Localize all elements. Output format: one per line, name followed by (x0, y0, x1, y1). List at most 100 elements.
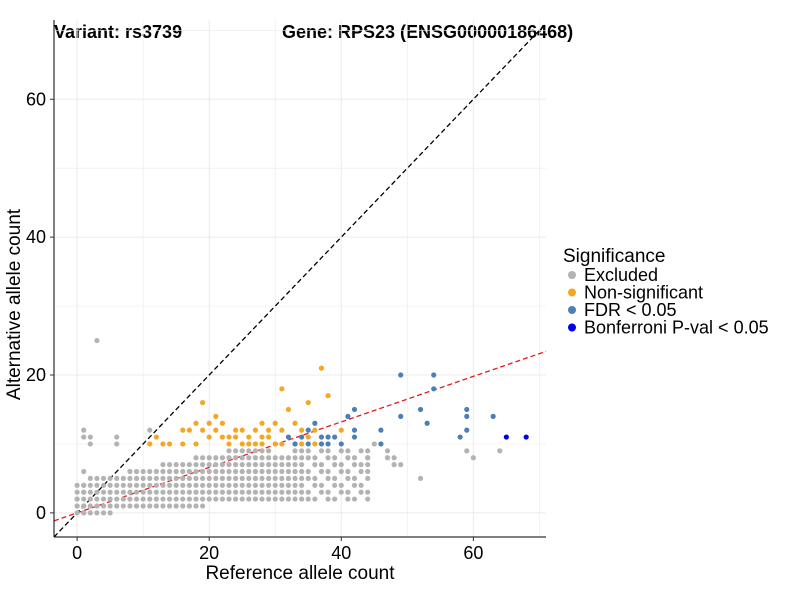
point-excluded (114, 503, 120, 509)
point-non-significant (233, 434, 239, 440)
point-excluded (166, 468, 173, 475)
point-excluded (140, 482, 146, 488)
point-excluded (120, 503, 126, 509)
point-excluded (285, 468, 292, 475)
point-excluded (74, 482, 80, 488)
point-excluded (180, 503, 186, 509)
point-excluded (325, 455, 331, 461)
point-excluded (299, 448, 305, 454)
point-excluded (285, 496, 292, 502)
point-excluded (114, 434, 120, 440)
point-excluded (312, 462, 318, 468)
legend-swatch (568, 323, 576, 332)
point-excluded (206, 468, 212, 475)
point-excluded (259, 489, 265, 495)
point-fdr-0-05 (490, 413, 496, 419)
point-excluded (365, 496, 371, 502)
point-excluded (239, 455, 245, 461)
point-excluded (193, 489, 199, 495)
point-non-significant (305, 434, 311, 440)
point-excluded (87, 475, 93, 482)
point-excluded (305, 489, 311, 495)
point-excluded (246, 462, 252, 468)
point-excluded (87, 510, 93, 516)
point-excluded (94, 482, 100, 488)
point-excluded (365, 455, 371, 461)
point-excluded (213, 489, 219, 495)
point-excluded (127, 496, 133, 502)
point-excluded (259, 482, 265, 488)
point-excluded (285, 489, 292, 495)
point-excluded (199, 455, 206, 461)
point-excluded (345, 489, 351, 495)
reference-line-identity (53, 22, 547, 538)
point-excluded (219, 475, 226, 482)
point-non-significant (193, 441, 199, 447)
point-non-significant (166, 441, 173, 447)
point-excluded (266, 482, 272, 488)
point-excluded (305, 468, 311, 475)
point-non-significant (279, 427, 285, 433)
point-excluded (166, 482, 173, 488)
point-fdr-0-05 (351, 406, 358, 413)
point-excluded (272, 462, 278, 468)
point-fdr-0-05 (318, 434, 325, 440)
point-excluded (345, 468, 351, 475)
point-fdr-0-05 (398, 413, 404, 419)
point-non-significant (246, 434, 252, 440)
point-fdr-0-05 (318, 441, 325, 447)
point-excluded (153, 475, 159, 482)
point-excluded (100, 496, 107, 502)
point-excluded (173, 489, 179, 495)
y-tick-label: 0 (36, 503, 46, 523)
point-excluded (180, 462, 186, 468)
point-excluded (292, 496, 298, 502)
point-excluded (292, 475, 298, 482)
point-fdr-0-05 (325, 434, 331, 440)
point-excluded (133, 475, 140, 482)
point-excluded (272, 482, 278, 488)
y-tick-label: 20 (26, 365, 46, 385)
point-excluded (358, 482, 364, 488)
point-excluded (153, 503, 159, 509)
point-excluded (246, 496, 252, 502)
point-excluded (81, 482, 87, 488)
point-fdr-0-05 (305, 427, 311, 433)
point-excluded (226, 468, 232, 475)
point-excluded (312, 496, 318, 502)
point-excluded (213, 462, 219, 468)
point-excluded (338, 462, 344, 468)
point-excluded (246, 475, 252, 482)
point-excluded (233, 448, 239, 454)
point-excluded (173, 482, 179, 488)
point-excluded (100, 503, 107, 509)
point-excluded (272, 489, 278, 495)
point-excluded (292, 468, 298, 475)
point-non-significant (233, 427, 239, 433)
point-excluded (266, 496, 272, 502)
point-excluded (345, 448, 351, 454)
point-excluded (180, 482, 186, 488)
point-excluded (246, 489, 252, 495)
point-fdr-0-05 (325, 441, 331, 447)
point-excluded (325, 489, 331, 495)
point-excluded (87, 434, 93, 440)
point-excluded (279, 482, 285, 488)
point-excluded (233, 482, 239, 488)
point-excluded (120, 482, 126, 488)
point-excluded (193, 462, 199, 468)
point-excluded (233, 475, 239, 482)
point-excluded (299, 462, 305, 468)
point-excluded (365, 462, 371, 468)
point-non-significant (193, 420, 199, 426)
point-excluded (166, 489, 173, 495)
point-excluded (213, 482, 219, 488)
point-excluded (193, 455, 199, 461)
point-excluded (233, 468, 239, 475)
point-excluded (239, 462, 245, 468)
point-non-significant (299, 441, 305, 447)
point-non-significant (199, 399, 206, 406)
point-excluded (147, 489, 153, 495)
point-excluded (114, 441, 120, 447)
point-fdr-0-05 (312, 420, 318, 426)
